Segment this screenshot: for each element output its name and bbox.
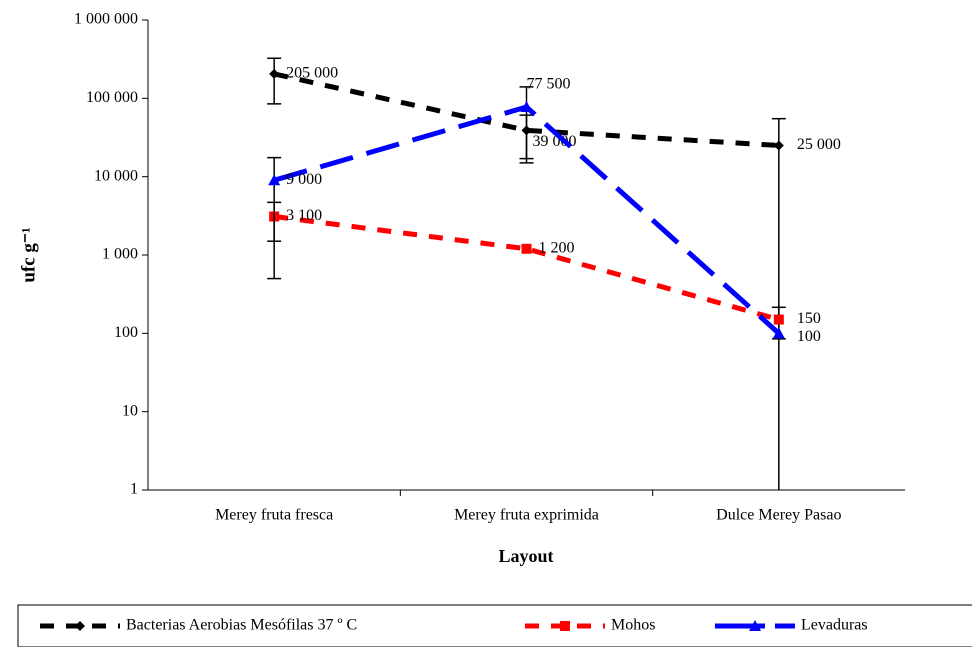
data-label: 150 <box>797 310 821 327</box>
legend-marker <box>75 621 85 631</box>
y-tick-label: 1 000 <box>102 246 138 263</box>
point <box>520 101 533 113</box>
x-tick-label: Dulce Merey Pasao <box>716 507 841 524</box>
y-axis-label: ufc g⁻¹ <box>18 227 39 282</box>
point <box>773 140 784 151</box>
legend-label: Bacterias Aerobias Mesófilas 37 º C <box>126 617 357 634</box>
point <box>269 68 280 79</box>
series-line <box>273 214 780 322</box>
data-label: 1 200 <box>539 239 575 256</box>
y-tick-label: 1 <box>130 481 138 498</box>
y-tick-label: 10 <box>122 402 138 419</box>
point <box>773 314 784 325</box>
legend-label: Mohos <box>611 617 655 634</box>
x-tick-label: Merey fruta fresca <box>215 507 333 524</box>
point <box>268 174 281 186</box>
legend-marker <box>560 621 570 631</box>
legend-label: Levaduras <box>801 617 868 634</box>
data-label: 39 000 <box>533 133 577 150</box>
legend-marker <box>749 620 761 631</box>
y-tick-label: 1 000 000 <box>74 11 138 28</box>
data-label: 25 000 <box>797 136 841 153</box>
point <box>521 243 532 254</box>
data-label: 205 000 <box>286 65 338 82</box>
x-axis-label: Layout <box>498 546 553 566</box>
data-label: 77 500 <box>527 76 571 93</box>
x-tick-label: Merey fruta exprimida <box>454 507 599 524</box>
data-label: 9 000 <box>286 171 322 188</box>
data-label: 3 100 <box>286 207 322 224</box>
legend-box <box>17 604 972 647</box>
series-line <box>273 71 779 148</box>
point <box>772 327 785 339</box>
data-label: 100 <box>797 328 821 345</box>
y-tick-label: 100 <box>114 324 138 341</box>
y-tick-label: 10 000 <box>94 167 138 184</box>
y-tick-label: 100 000 <box>86 89 138 106</box>
